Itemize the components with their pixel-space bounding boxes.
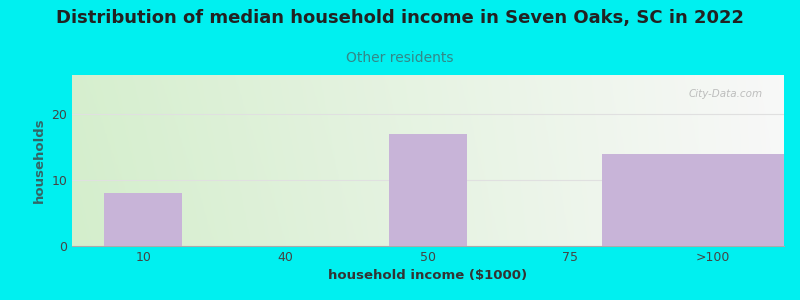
Bar <box>602 154 800 246</box>
Y-axis label: households: households <box>33 118 46 203</box>
Bar <box>389 134 467 246</box>
Text: Distribution of median household income in Seven Oaks, SC in 2022: Distribution of median household income … <box>56 9 744 27</box>
Text: City-Data.com: City-Data.com <box>689 89 762 99</box>
Bar <box>104 194 182 246</box>
X-axis label: household income ($1000): household income ($1000) <box>329 269 527 282</box>
Text: Other residents: Other residents <box>346 51 454 65</box>
